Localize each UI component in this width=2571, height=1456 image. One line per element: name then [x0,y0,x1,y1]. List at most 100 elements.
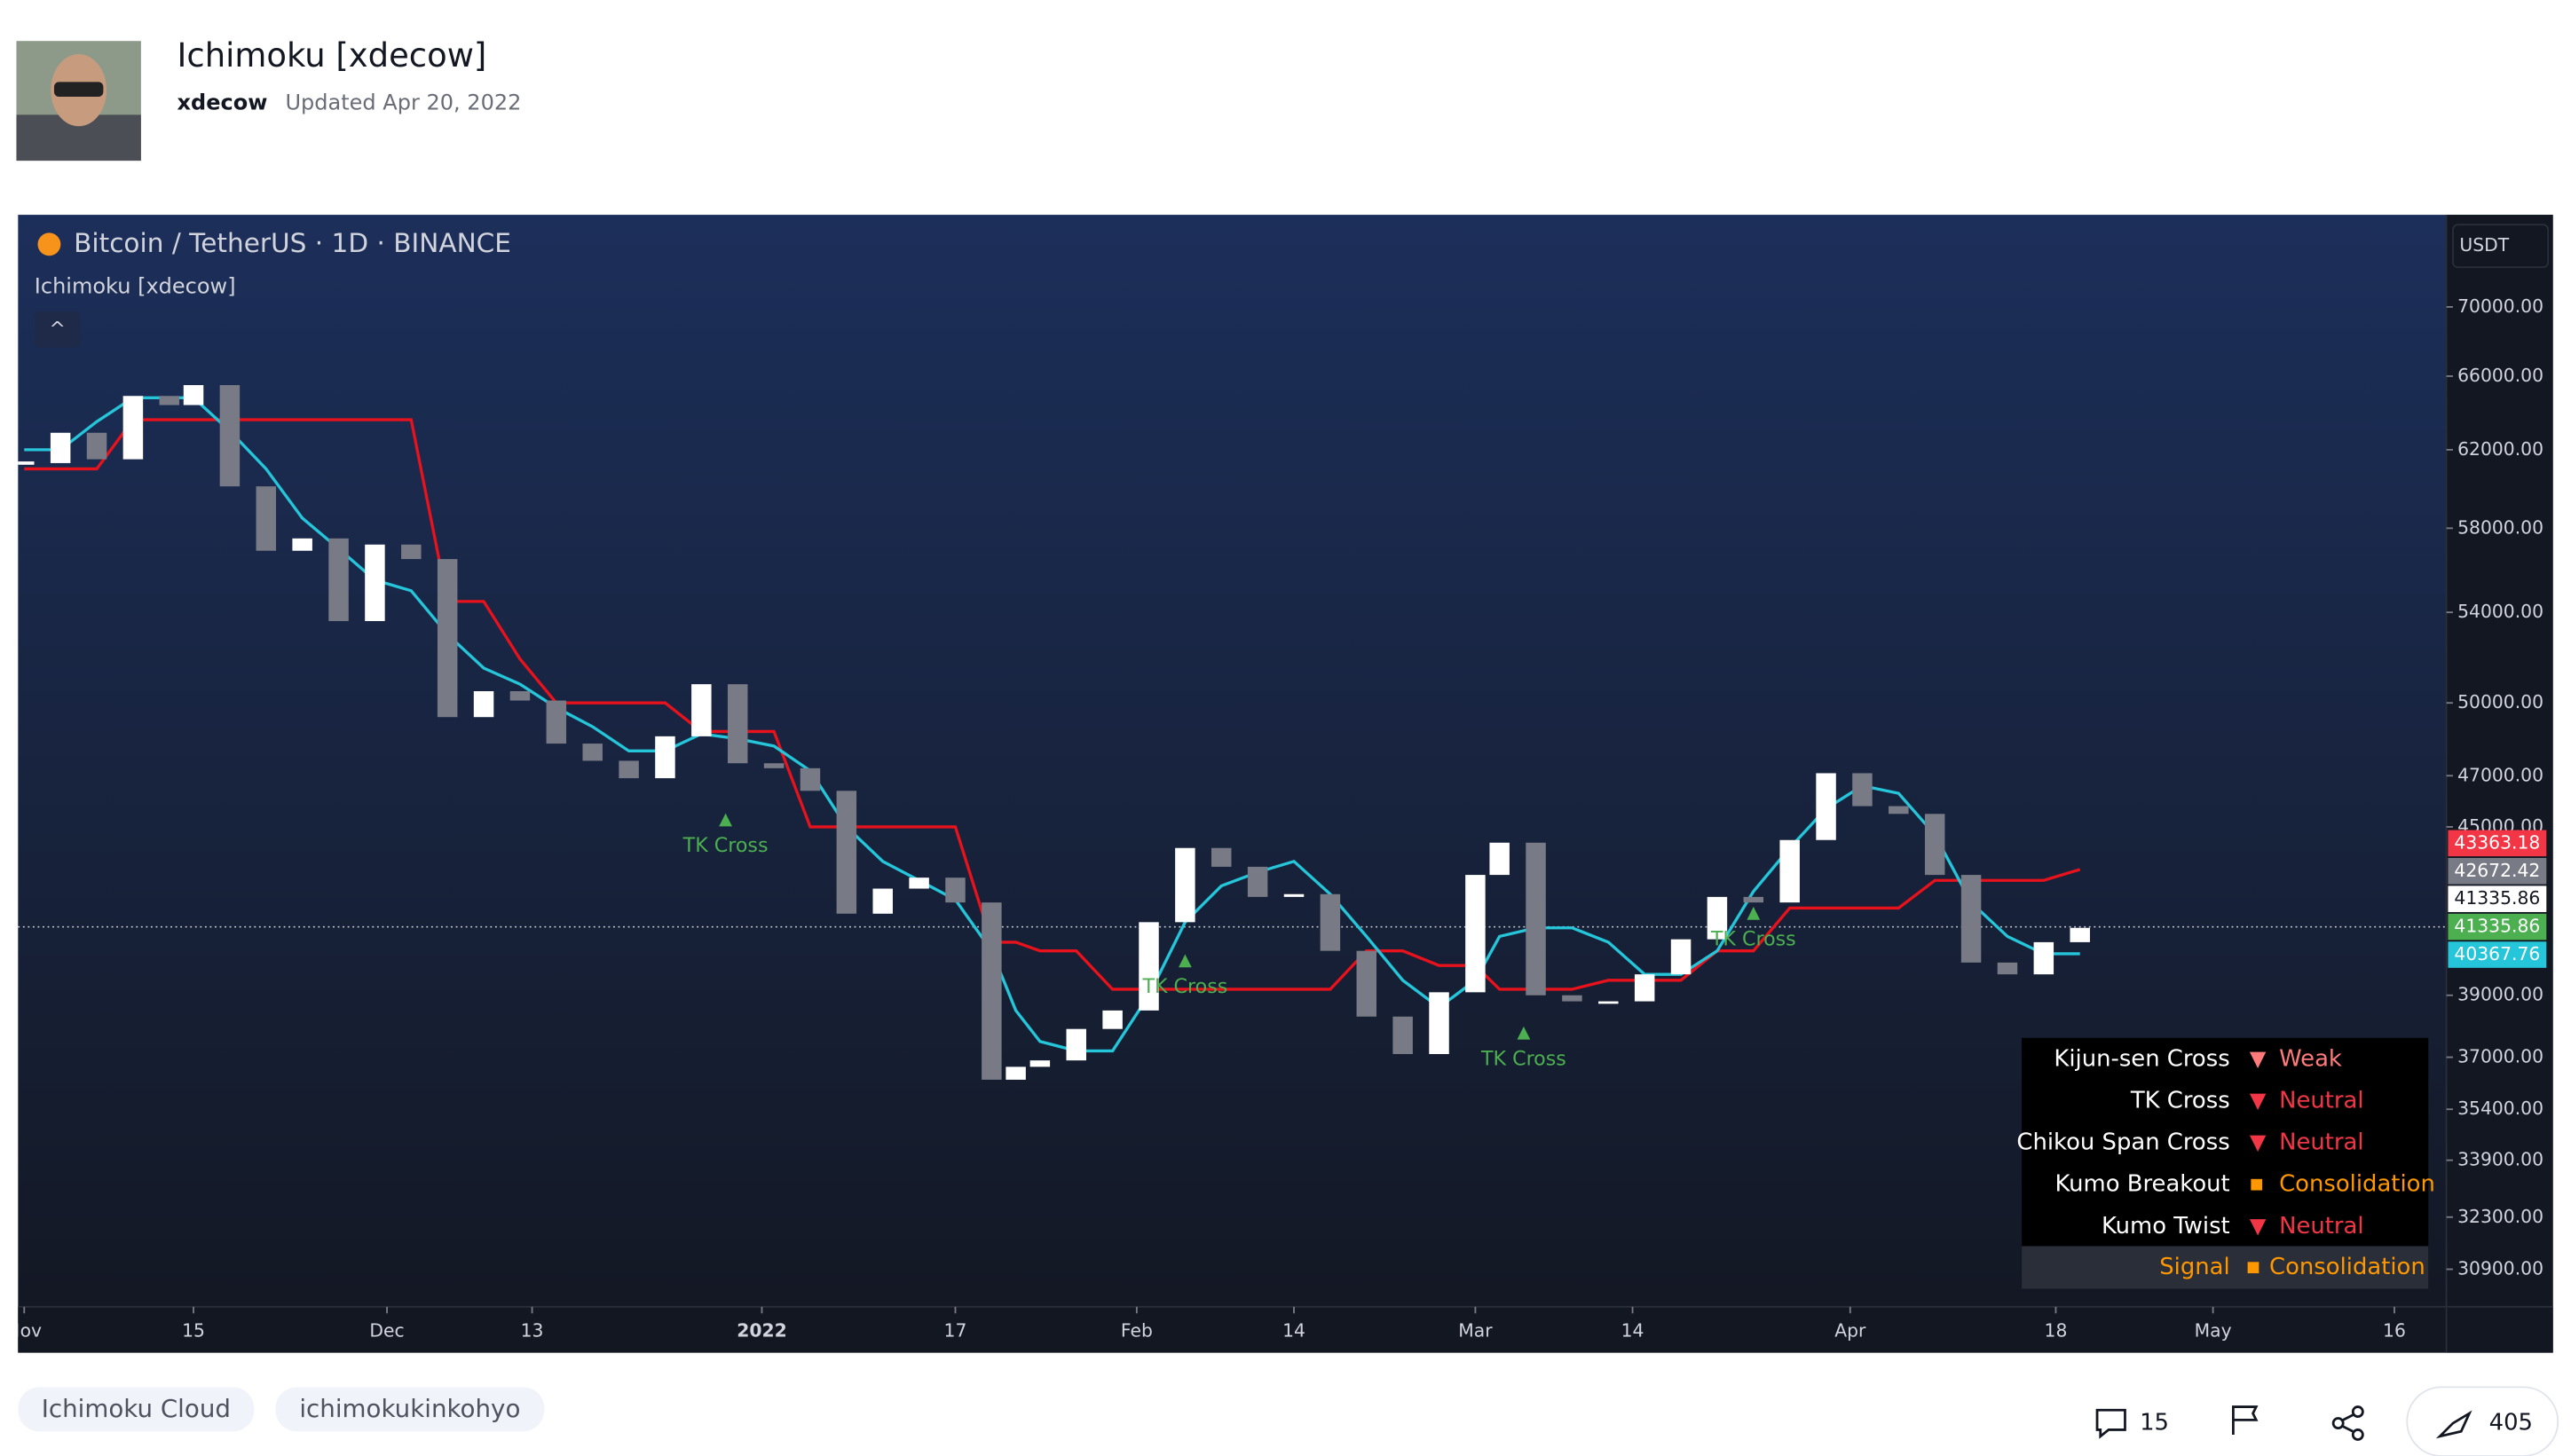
candle [1211,847,1232,867]
x-tick-label: 17 [944,1320,967,1342]
candle [437,559,458,718]
symbol-icon [37,232,61,256]
status-symbol: ▼ [2250,1046,2267,1071]
boost-button[interactable] [2406,1386,2559,1456]
candle [691,684,712,736]
currency[interactable]: USDT [2459,234,2509,256]
comment-icon[interactable] [2095,1408,2126,1439]
y-tick-label: 62000.00 [2457,438,2543,460]
comment-count[interactable]: 15 [2140,1410,2169,1436]
price-label-box [2448,941,2547,968]
y-tick-label: 30900.00 [2457,1258,2543,1279]
candle [1526,842,1546,996]
time-axis [18,1306,2553,1353]
candle [1743,896,1764,903]
tag[interactable]: Ichimoku Cloud [42,1394,231,1423]
status-symbol: ▼ [2250,1088,2267,1113]
signal-value: Consolidation [2269,1254,2425,1280]
y-tick-label: 66000.00 [2457,365,2543,386]
x-tick-label: Feb [1121,1320,1153,1342]
candle [872,888,893,914]
indicator-name: Ichimoku [xdecow] [35,273,236,298]
collapse-button[interactable] [34,311,81,348]
price-label: 40367.76 [2454,943,2540,964]
candle [365,544,385,621]
status-value: Neutral [2279,1129,2363,1156]
x-tick-label: 18 [2045,1320,2068,1342]
candle [1392,1016,1413,1054]
candle [1283,893,1305,897]
x-tick-label: 14 [1621,1320,1644,1342]
candle [159,396,180,405]
y-tick-label: 50000.00 [2457,691,2543,712]
y-tick-label: 32300.00 [2457,1206,2543,1227]
candle [763,763,785,768]
updated-date: Updated Apr 20, 2022 [285,90,521,114]
plot-area: Nov 15 Dec 13 2022 17 Feb 14 Mar 14 Apr 18 May 16 TK C… [6,385,2447,1342]
x-tick-label: Dec [369,1320,404,1342]
candle [1960,875,1982,963]
y-tick-label: 39000.00 [2457,984,2543,1005]
rocket-icon[interactable] [2435,1410,2472,1439]
candle [1066,1028,1086,1061]
boost-count[interactable]: 405 [2489,1410,2533,1436]
status-label: Kumo Breakout [2054,1171,2229,1198]
x-tick-label: 2022 [737,1320,787,1342]
x-tick-label: 13 [521,1320,544,1342]
candle [655,736,675,779]
tag-chip[interactable] [275,1387,545,1432]
x-tick-label: Nov [6,1320,42,1342]
candle [1006,1066,1026,1080]
tag-chip[interactable] [18,1387,255,1432]
candle [619,760,639,779]
collapse-icon[interactable]: ^ [49,318,66,341]
x-tick-label: Apr [1834,1320,1866,1342]
flag-icon[interactable] [2232,1405,2259,1435]
candle [1029,1060,1051,1067]
candle [1465,875,1486,993]
signal-label: Signal [2159,1254,2229,1280]
candle [1924,814,1945,876]
candle [50,432,71,463]
avatar[interactable] [16,41,141,161]
annotation-marker [1178,954,1192,968]
price-label: 42672.42 [2454,860,2540,881]
y-tick-label: 70000.00 [2457,295,2543,317]
price-label-box [2448,913,2547,940]
status-value: Neutral [2279,1213,2363,1240]
candle [1889,806,1909,815]
y-tick-label: 35400.00 [2457,1098,2543,1119]
candle [473,691,494,718]
annotation-marker [1747,906,1761,920]
symbol-title: Bitcoin / TetherUS · 1D · BINANCE [74,228,511,258]
tag[interactable]: ichimokukinkohyo [299,1394,520,1423]
price-label: 41335.86 [2454,916,2540,937]
candle [1320,893,1341,951]
share-icon[interactable] [2331,1405,2364,1441]
status-value: Neutral [2279,1087,2363,1114]
candle [1852,773,1873,807]
candle [401,544,422,560]
candle [1816,773,1836,840]
annotation: TK Cross [682,834,769,857]
status-value: Consolidation [2279,1171,2435,1198]
candle [1707,896,1728,940]
y-tick-label: 37000.00 [2457,1046,2543,1067]
candle [1175,847,1195,923]
candle [727,684,748,764]
status-label: Kumo Twist [2102,1213,2230,1240]
x-tick-label: Mar [1458,1320,1493,1342]
status-symbol: ▼ [2250,1129,2267,1154]
x-tick-label: 16 [2383,1320,2406,1342]
candle [183,385,204,405]
candle [1429,992,1449,1054]
candle [909,878,929,889]
currency-box[interactable] [2452,224,2550,269]
author[interactable]: xdecow [177,90,268,114]
price-label: 43363.18 [2454,831,2540,853]
candle [1489,842,1510,876]
candle [800,767,821,791]
candle [1997,962,2018,975]
